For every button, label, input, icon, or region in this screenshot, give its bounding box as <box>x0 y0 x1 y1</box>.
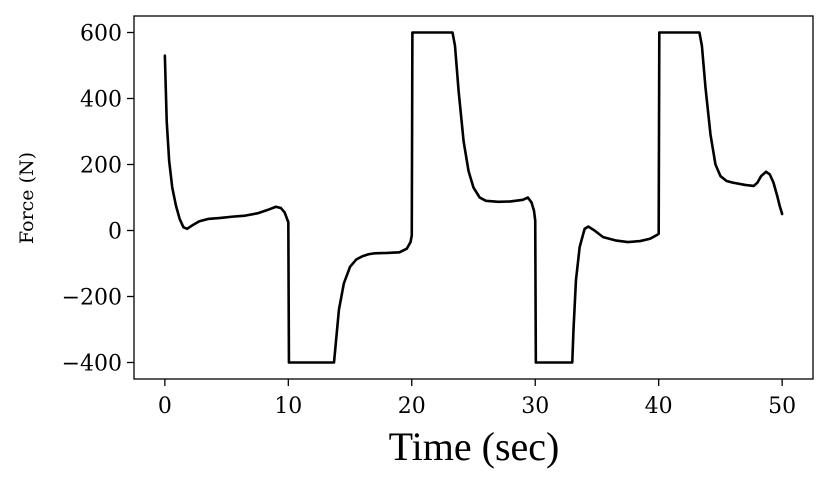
y-axis-label: Force (N) <box>16 152 38 244</box>
x-axis-ticks: 0 10 20 30 40 50 <box>158 379 796 419</box>
y-tick-label: 600 <box>80 22 122 47</box>
x-tick-label: 20 <box>398 394 426 419</box>
y-tick-label: −400 <box>62 352 122 377</box>
y-tick-label: −200 <box>62 286 122 311</box>
y-tick-label: 400 <box>80 88 122 113</box>
y-tick-label: 200 <box>80 154 122 179</box>
y-axis-ticks: −400 −200 0 200 400 600 <box>62 22 134 377</box>
y-tick-label: 0 <box>108 220 122 245</box>
force-series-line-0 <box>163 31 784 364</box>
x-tick-label: 50 <box>768 394 796 419</box>
x-tick-label: 10 <box>274 394 302 419</box>
plot-content <box>163 31 784 364</box>
x-tick-label: 30 <box>521 394 549 419</box>
plot-frame <box>133 15 814 380</box>
x-axis-label: Time (sec) <box>389 424 560 469</box>
x-tick-label: 0 <box>158 394 172 419</box>
x-tick-label: 40 <box>645 394 673 419</box>
